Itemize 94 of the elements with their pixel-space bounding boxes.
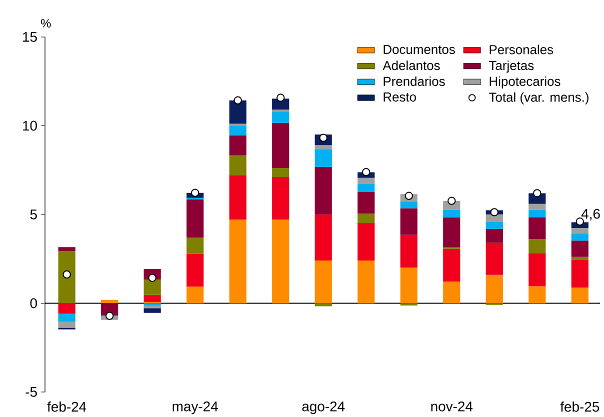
x-tick-label: nov-24 bbox=[431, 401, 473, 412]
bar bbox=[528, 239, 546, 254]
bar bbox=[443, 282, 460, 304]
legend-label: Prendarios bbox=[384, 76, 445, 86]
bar bbox=[229, 175, 246, 220]
bar bbox=[528, 254, 546, 286]
bar bbox=[144, 308, 161, 313]
bar bbox=[229, 100, 246, 124]
legend-label: Total (var. mens.) bbox=[489, 92, 588, 104]
bar bbox=[272, 219, 290, 304]
y-axis-title: % bbox=[40, 19, 51, 28]
bar bbox=[229, 125, 246, 136]
bar bbox=[144, 280, 161, 295]
bar bbox=[528, 218, 546, 240]
bar bbox=[272, 122, 290, 168]
x-tick-label: feb-24 bbox=[47, 401, 86, 412]
bar bbox=[400, 201, 418, 208]
bar bbox=[144, 294, 161, 302]
bar bbox=[58, 251, 76, 304]
bar bbox=[314, 145, 332, 150]
bar bbox=[58, 247, 76, 252]
bar bbox=[571, 256, 588, 260]
bar bbox=[486, 228, 503, 243]
bar bbox=[443, 248, 460, 282]
bar bbox=[571, 233, 588, 241]
bar bbox=[186, 238, 204, 254]
bar bbox=[400, 234, 418, 268]
bar bbox=[486, 222, 503, 229]
bar bbox=[571, 260, 588, 288]
bar bbox=[443, 210, 460, 218]
bar bbox=[314, 260, 332, 304]
legend-label: Hipotecarios bbox=[490, 76, 560, 89]
bar bbox=[58, 314, 76, 322]
point bbox=[490, 208, 498, 216]
bar bbox=[486, 214, 503, 222]
point bbox=[319, 134, 328, 142]
x-tick-label: ago-24 bbox=[302, 401, 345, 414]
bar bbox=[229, 155, 246, 176]
bar bbox=[58, 303, 76, 314]
bar bbox=[144, 303, 161, 306]
bar bbox=[571, 228, 588, 234]
bar bbox=[358, 223, 375, 260]
bar bbox=[528, 210, 546, 218]
point bbox=[62, 270, 71, 279]
bar bbox=[358, 214, 375, 224]
bar bbox=[571, 288, 588, 304]
bar bbox=[229, 219, 246, 304]
legend-label: Adelantos bbox=[382, 60, 440, 70]
point bbox=[448, 196, 456, 205]
bar bbox=[272, 111, 290, 123]
bar bbox=[314, 166, 332, 215]
point bbox=[148, 274, 156, 282]
y-tick-label: 0 bbox=[30, 298, 37, 308]
bar bbox=[272, 177, 290, 220]
point bbox=[276, 94, 285, 102]
bar bbox=[314, 303, 332, 306]
bar bbox=[571, 240, 588, 257]
bar bbox=[358, 192, 375, 214]
bar bbox=[186, 286, 204, 304]
bar bbox=[272, 168, 290, 178]
legend-label: Tarjetas bbox=[489, 60, 534, 73]
legend-label: Personales bbox=[490, 44, 554, 54]
bar bbox=[528, 286, 546, 304]
bar bbox=[358, 260, 375, 304]
bar bbox=[58, 322, 76, 328]
bar bbox=[314, 214, 332, 260]
bar bbox=[400, 208, 418, 235]
y-tick-label: 5 bbox=[30, 210, 37, 220]
bar bbox=[101, 300, 118, 304]
point bbox=[533, 189, 542, 198]
bar bbox=[358, 184, 375, 192]
data-label: 4,6 bbox=[581, 208, 600, 220]
point bbox=[404, 192, 413, 200]
bar bbox=[443, 217, 460, 248]
x-tick-label: feb-25 bbox=[560, 401, 600, 412]
bar bbox=[528, 204, 546, 210]
point bbox=[234, 96, 242, 104]
bar bbox=[314, 149, 332, 167]
y-tick-label: 10 bbox=[23, 120, 37, 131]
bar bbox=[358, 178, 375, 184]
x-tick-label: may-24 bbox=[172, 401, 218, 414]
bar bbox=[229, 135, 246, 156]
bar bbox=[400, 268, 418, 304]
legend-label: Documentos bbox=[384, 44, 455, 54]
point bbox=[362, 168, 370, 176]
y-tick-label: -5 bbox=[26, 387, 37, 397]
legend-label: Resto bbox=[384, 92, 416, 102]
bar bbox=[486, 242, 503, 275]
bar bbox=[186, 254, 204, 287]
point bbox=[190, 188, 200, 197]
point bbox=[105, 312, 114, 320]
bar bbox=[486, 274, 503, 304]
y-tick-label: 15 bbox=[23, 32, 37, 42]
bar bbox=[186, 199, 204, 238]
